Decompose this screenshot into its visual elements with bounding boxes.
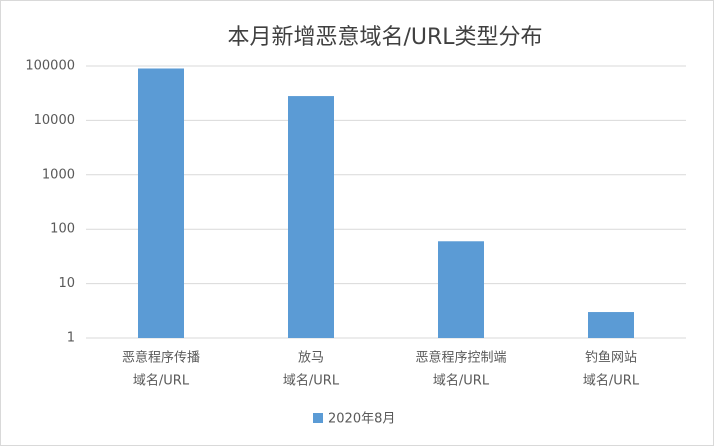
x-tick-label: 放马 (298, 351, 324, 366)
x-tick-label: 恶意程序传播 (122, 350, 200, 366)
legend-label: 2020年8月 (328, 412, 395, 427)
x-tick-label: 恶意程序控制端 (415, 350, 506, 366)
bar (588, 312, 634, 338)
x-tick-label: 域名/URL (133, 373, 190, 389)
chart-title: 本月新增恶意域名/URL类型分布 (227, 25, 542, 50)
x-tick-label: 域名/URL (433, 373, 490, 389)
y-tick-label: 100000 (25, 59, 75, 74)
legend-swatch (313, 413, 323, 423)
bar (138, 68, 184, 339)
bar (288, 96, 334, 338)
x-tick-label: 域名/URL (283, 373, 340, 389)
y-tick-label: 1000 (42, 167, 75, 182)
x-tick-label: 域名/URL (583, 373, 640, 389)
y-tick-label: 100 (50, 222, 75, 237)
y-tick-label: 1 (67, 331, 75, 346)
x-tick-label: 钓鱼网站 (585, 350, 637, 366)
y-tick-label: 10000 (34, 113, 75, 128)
bar (438, 241, 484, 338)
y-tick-label: 10 (58, 276, 75, 291)
